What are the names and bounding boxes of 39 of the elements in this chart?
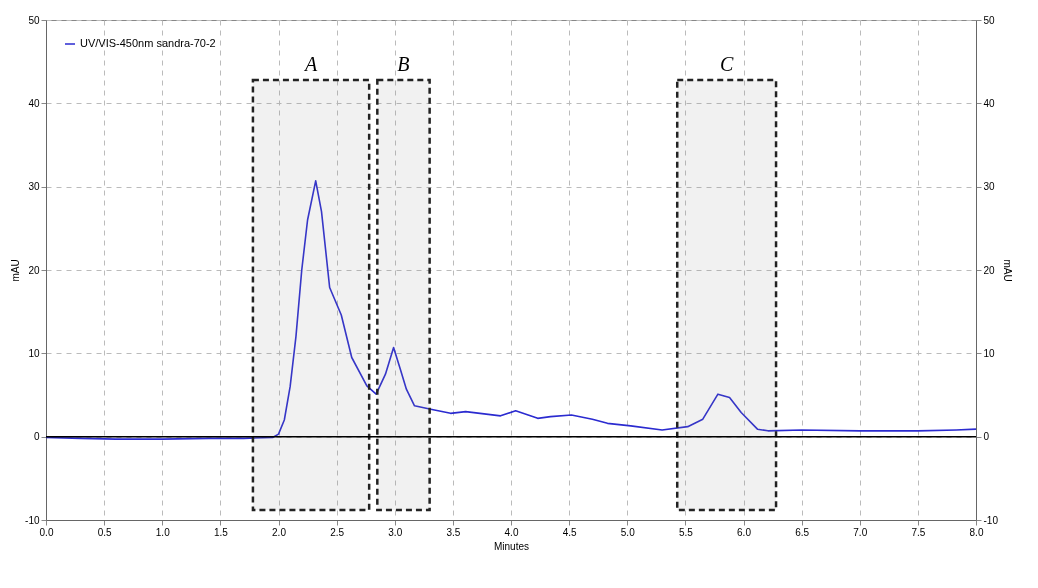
x-tick-label: 3.5 [446,526,461,538]
x-tick-label: 7.0 [853,526,868,538]
x-tick-label: 6.0 [737,526,752,538]
x-tick-label: 5.5 [678,526,694,538]
y-tick-label: -10 [25,514,40,526]
y2-tick-label: -10 [983,514,999,526]
x-tick-label: 4.0 [504,526,519,538]
y-tick-label: 40 [28,97,40,109]
x-tick-label: 2.5 [330,526,345,538]
y-tick-label: 50 [28,14,40,26]
y2-tick-label: 20 [983,264,996,276]
x-tick-label: 1.5 [213,526,229,538]
y2-axis-title: mAU [1001,259,1013,282]
x-tick-label: 3.0 [388,526,403,538]
line-series [45,180,977,440]
y-axis-title: mAU [10,259,22,282]
x-tick-label: 0.5 [97,526,113,538]
x-tick-label: 5.0 [620,526,636,538]
x-axis-title: Minutes [493,540,530,552]
x-tick-label: 4.5 [562,526,578,538]
y-tick-label: 10 [28,347,40,359]
y2-tick-label: 10 [983,347,996,359]
y-tick-label: 30 [28,181,40,193]
x-tick-label: 7.5 [911,526,926,538]
band-label: C [719,53,734,75]
x-tick-label: 2.0 [272,526,287,538]
y2-tick-label: 30 [983,181,996,193]
y-tick-label: 0 [33,431,40,443]
band-label: B [397,53,410,75]
x-tick-label: 0.0 [39,526,54,538]
y2-tick-label: 0 [983,431,990,443]
legend-label: UV/VIS-450nm sandra-70-2 [80,37,216,49]
band-label: A [302,53,318,75]
x-tick-label: 1.0 [155,526,171,538]
x-tick-label: 8.0 [969,526,984,538]
y2-tick-label: 40 [983,97,996,109]
y-tick-label: 20 [28,264,40,276]
y2-tick-label: 50 [983,14,996,26]
x-tick-label: 6.5 [795,526,810,538]
